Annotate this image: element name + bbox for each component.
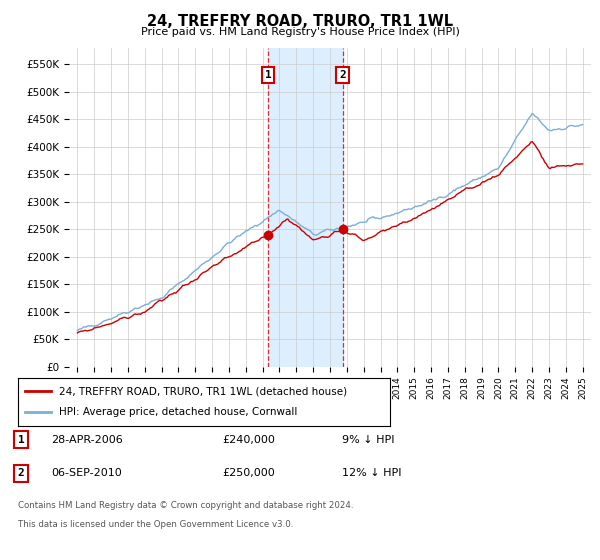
Text: Price paid vs. HM Land Registry's House Price Index (HPI): Price paid vs. HM Land Registry's House … xyxy=(140,27,460,37)
Text: 2: 2 xyxy=(339,70,346,80)
Text: 1: 1 xyxy=(17,435,25,445)
Text: 1: 1 xyxy=(265,70,271,80)
Text: 24, TREFFRY ROAD, TRURO, TR1 1WL (detached house): 24, TREFFRY ROAD, TRURO, TR1 1WL (detach… xyxy=(59,386,347,396)
Text: 12% ↓ HPI: 12% ↓ HPI xyxy=(342,468,401,478)
Text: 06-SEP-2010: 06-SEP-2010 xyxy=(51,468,122,478)
Text: 2: 2 xyxy=(17,468,25,478)
Text: £250,000: £250,000 xyxy=(222,468,275,478)
Text: 28-APR-2006: 28-APR-2006 xyxy=(51,435,123,445)
Bar xyxy=(268,48,343,367)
Text: This data is licensed under the Open Government Licence v3.0.: This data is licensed under the Open Gov… xyxy=(18,520,293,529)
Text: 24, TREFFRY ROAD, TRURO, TR1 1WL: 24, TREFFRY ROAD, TRURO, TR1 1WL xyxy=(147,14,453,29)
Text: £240,000: £240,000 xyxy=(222,435,275,445)
Text: HPI: Average price, detached house, Cornwall: HPI: Average price, detached house, Corn… xyxy=(59,407,297,417)
Text: Contains HM Land Registry data © Crown copyright and database right 2024.: Contains HM Land Registry data © Crown c… xyxy=(18,501,353,510)
Text: 9% ↓ HPI: 9% ↓ HPI xyxy=(342,435,395,445)
